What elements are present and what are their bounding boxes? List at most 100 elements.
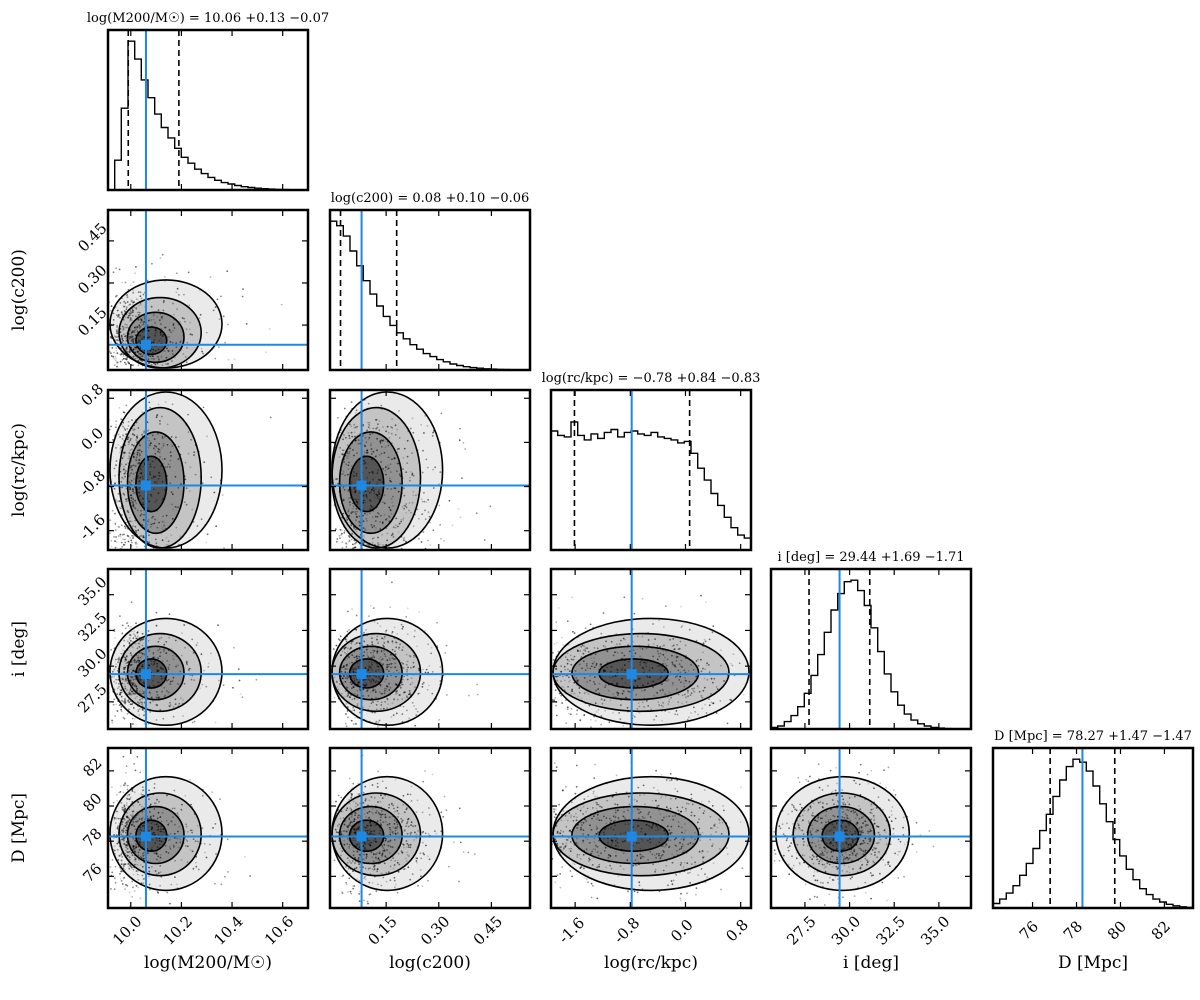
sample-point bbox=[185, 503, 188, 506]
sample-point bbox=[363, 529, 366, 531]
sample-point bbox=[133, 685, 136, 687]
sample-point bbox=[142, 681, 145, 684]
sample-point bbox=[383, 642, 386, 644]
sample-point bbox=[341, 810, 344, 813]
sample-point bbox=[152, 700, 154, 702]
sample-point bbox=[138, 454, 141, 457]
sample-point bbox=[172, 329, 174, 332]
sample-point bbox=[195, 644, 198, 647]
sample-point bbox=[386, 844, 388, 847]
sample-point bbox=[350, 431, 353, 434]
sample-point bbox=[372, 860, 375, 863]
sample-point bbox=[188, 304, 191, 307]
sample-point bbox=[124, 782, 127, 784]
sample-point bbox=[161, 253, 164, 256]
sample-point bbox=[128, 349, 131, 352]
sample-point bbox=[337, 482, 339, 485]
sample-point bbox=[167, 678, 170, 681]
sample-point bbox=[133, 428, 136, 431]
sample-point bbox=[367, 402, 370, 405]
sample-point bbox=[613, 679, 615, 682]
sample-point bbox=[356, 530, 358, 533]
sample-point bbox=[380, 514, 382, 517]
sample-point bbox=[156, 668, 159, 671]
sample-point bbox=[402, 678, 404, 681]
sample-point bbox=[114, 665, 117, 668]
sample-point bbox=[377, 423, 379, 425]
sample-point bbox=[366, 449, 369, 451]
sample-point bbox=[352, 800, 355, 803]
sample-point bbox=[133, 659, 136, 662]
sample-point bbox=[353, 471, 355, 473]
sample-point bbox=[366, 654, 369, 657]
sample-point bbox=[700, 670, 703, 673]
sample-point bbox=[148, 789, 151, 792]
sample-point bbox=[167, 823, 170, 826]
sample-point bbox=[723, 680, 725, 682]
sample-point bbox=[125, 470, 127, 472]
sample-point bbox=[341, 453, 344, 456]
sample-point bbox=[119, 302, 122, 304]
sample-point bbox=[128, 627, 131, 630]
sample-point bbox=[593, 676, 596, 678]
sample-point bbox=[173, 327, 176, 329]
sample-point bbox=[651, 680, 653, 683]
sample-point bbox=[132, 505, 135, 507]
sample-point bbox=[136, 449, 139, 452]
sample-point bbox=[157, 681, 159, 683]
sample-point bbox=[134, 465, 137, 467]
sample-point bbox=[612, 693, 614, 695]
sample-point bbox=[568, 712, 570, 715]
sample-point bbox=[390, 488, 393, 490]
sample-point bbox=[648, 669, 651, 672]
sample-point bbox=[132, 690, 135, 693]
sample-point bbox=[363, 444, 366, 447]
sample-point bbox=[415, 494, 417, 497]
sample-point bbox=[127, 535, 130, 538]
density-level bbox=[135, 456, 167, 512]
sample-point bbox=[117, 492, 120, 495]
sample-point bbox=[647, 682, 649, 685]
sample-point bbox=[117, 661, 119, 664]
sample-point bbox=[687, 691, 689, 694]
sample-point bbox=[156, 817, 159, 820]
sample-point bbox=[147, 329, 150, 332]
sample-point bbox=[380, 704, 383, 706]
sample-point bbox=[155, 542, 158, 545]
sample-point bbox=[152, 653, 155, 656]
sample-point bbox=[141, 701, 144, 704]
sample-point bbox=[269, 416, 272, 419]
sample-point bbox=[138, 679, 141, 682]
sample-point bbox=[133, 791, 136, 794]
sample-point bbox=[395, 683, 398, 686]
sample-point bbox=[405, 653, 408, 656]
sample-point bbox=[134, 858, 136, 861]
sample-point bbox=[154, 349, 157, 352]
sample-point bbox=[131, 308, 134, 311]
sample-point bbox=[353, 527, 355, 530]
sample-point bbox=[368, 482, 371, 485]
sample-point bbox=[346, 857, 349, 859]
sample-point bbox=[117, 825, 119, 828]
sample-point bbox=[684, 644, 687, 647]
sample-point bbox=[120, 446, 122, 449]
sample-point bbox=[663, 659, 665, 662]
sample-point bbox=[130, 336, 133, 339]
sample-point bbox=[191, 333, 194, 336]
sample-point bbox=[155, 802, 158, 804]
sample-point bbox=[403, 447, 406, 450]
sample-point bbox=[391, 533, 394, 536]
sample-point bbox=[142, 503, 145, 506]
sample-point bbox=[218, 318, 221, 320]
sample-point bbox=[139, 513, 142, 516]
sample-point bbox=[163, 458, 166, 460]
sample-point bbox=[389, 845, 392, 848]
sample-point bbox=[345, 542, 347, 545]
sample-point bbox=[372, 427, 375, 430]
sample-point bbox=[137, 819, 140, 822]
sample-point bbox=[120, 541, 123, 544]
sample-point bbox=[632, 667, 635, 670]
sample-point bbox=[702, 689, 705, 692]
sample-point bbox=[129, 652, 132, 654]
sample-point bbox=[129, 864, 131, 866]
